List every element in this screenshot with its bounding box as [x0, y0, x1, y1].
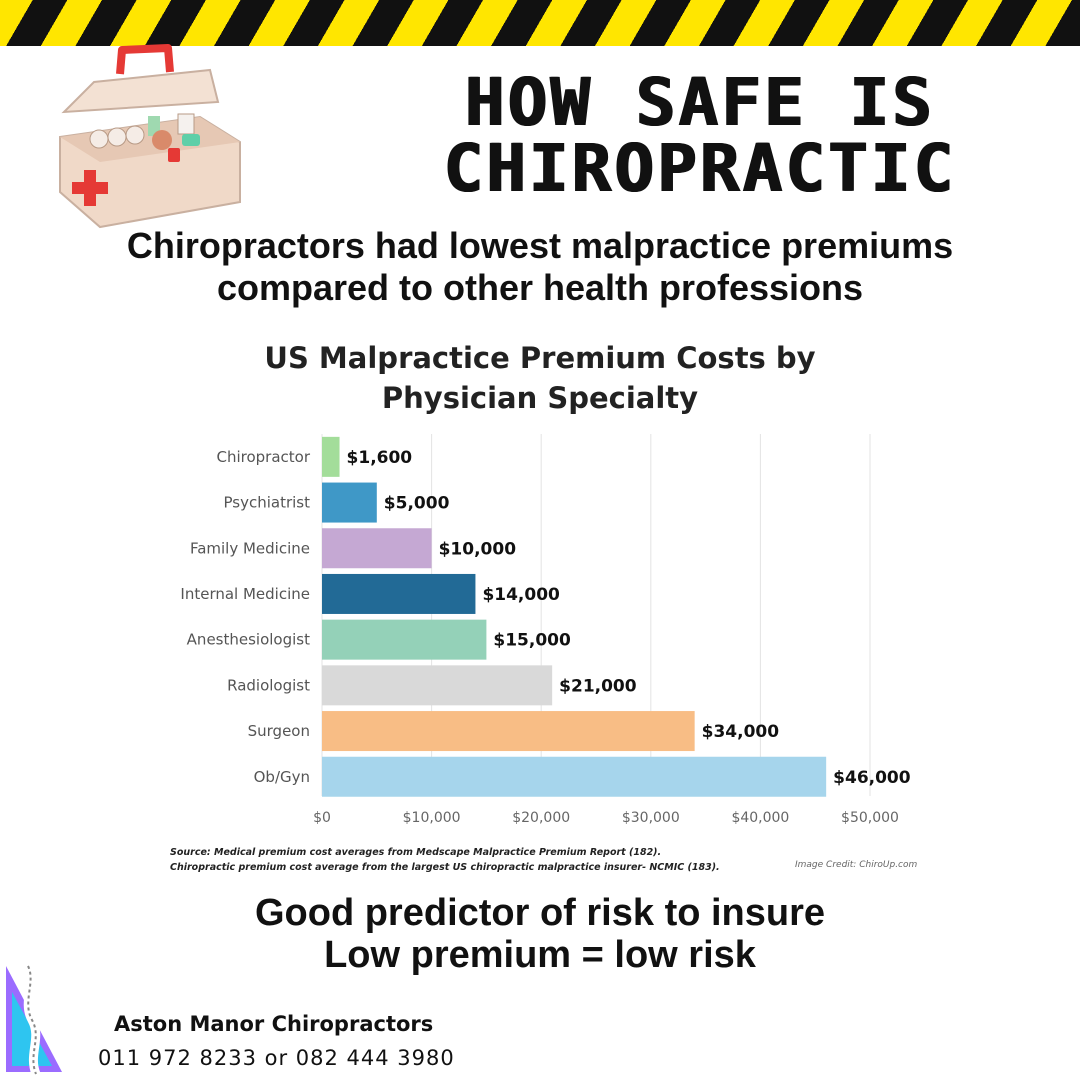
bar	[322, 436, 340, 477]
bar	[322, 482, 377, 523]
source-line-2: Chiropractic premium cost average from t…	[170, 862, 720, 873]
subtitle-line-2: compared to other health professions	[216, 267, 864, 308]
x-tick-label: $40,000	[731, 810, 789, 826]
bar-chart: $0 $10,000 $20,000 $30,000 $40,000 $50,000 Chi…	[180, 434, 911, 826]
x-tick-label: $30,000	[622, 810, 680, 826]
category-label: Anesthesiologist	[187, 631, 310, 649]
data-label: $1,600	[347, 448, 413, 468]
subtitle-line-1: Chiropractors had lowest malpractice pre…	[126, 225, 954, 266]
chart-title: US Malpractice Premium Costs by Physicia…	[240, 338, 840, 418]
hazard-stripe-banner	[0, 0, 1080, 46]
x-tick-label: $50,000	[841, 810, 899, 826]
subtitle: Chiropractors had lowest malpractice pre…	[0, 225, 1080, 309]
source-line-1: Source: Medical premium cost averages fr…	[170, 847, 662, 858]
image-credit: Image Credit: ChiroUp.com	[795, 860, 918, 870]
chart-title-line-1: US Malpractice Premium Costs by	[264, 341, 816, 375]
phone-numbers[interactable]: 011 972 8233 or 082 444 3980	[98, 1046, 455, 1070]
source-note: Source: Medical premium cost averages fr…	[170, 845, 770, 875]
category-label: Ob/Gyn	[254, 768, 310, 786]
x-tick-label: $20,000	[512, 810, 570, 826]
category-label: Radiologist	[227, 676, 310, 694]
data-label: $46,000	[833, 768, 911, 788]
data-label: $5,000	[384, 494, 450, 514]
brand-name: Aston Manor Chiropractors	[114, 1012, 434, 1036]
footer-line-2: Low premium = low risk	[324, 934, 756, 976]
title-line-1: HOW SAFE IS	[464, 64, 936, 141]
bar	[322, 573, 476, 614]
x-tick-label: $10,000	[403, 810, 461, 826]
category-label: Psychiatrist	[224, 494, 311, 512]
bar	[322, 619, 487, 660]
category-label: Chiropractor	[216, 448, 310, 466]
category-label: Family Medicine	[190, 539, 310, 557]
bar	[322, 711, 695, 752]
bar	[322, 528, 432, 569]
first-aid-kit-icon	[59, 44, 241, 229]
footer-line-1: Good predictor of risk to insure	[254, 892, 826, 934]
spine-logo-icon	[6, 963, 62, 1076]
bar	[322, 756, 827, 797]
data-label: $10,000	[439, 539, 517, 559]
category-label: Surgeon	[248, 722, 310, 740]
title-line-2: CHIROPRACTIC	[443, 130, 957, 207]
data-label: $15,000	[493, 631, 571, 651]
data-label: $21,000	[559, 676, 637, 696]
bar	[322, 665, 553, 706]
chart-title-line-2: Physician Specialty	[381, 381, 699, 415]
page-title: HOW SAFE IS CHIROPRACTIC	[380, 70, 1020, 202]
data-label: $34,000	[702, 722, 780, 742]
category-label: Internal Medicine	[180, 585, 310, 603]
data-label: $14,000	[482, 585, 560, 605]
x-tick-label: $0	[313, 810, 331, 826]
footer-message: Good predictor of risk to insure Low pre…	[0, 892, 1080, 976]
